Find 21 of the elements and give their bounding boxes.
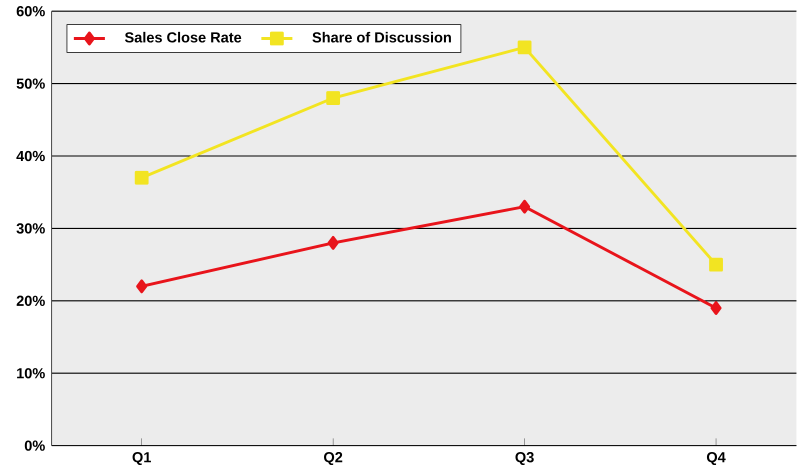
legend-label: Share of Discussion: [312, 32, 451, 42]
y-tick-label: 0%: [24, 440, 45, 451]
y-tick-label: 50%: [16, 78, 45, 89]
x-tick-label: Q2: [324, 452, 342, 465]
y-tick-label: 40%: [16, 150, 45, 162]
point: [710, 301, 722, 315]
legend-label: Sales Close Rate: [124, 32, 242, 42]
y-tick-label: 10%: [17, 368, 45, 378]
x-tick-label: Q1: [132, 452, 151, 465]
point: [518, 40, 532, 54]
point: [134, 170, 149, 185]
y-tick-label: 30%: [16, 223, 45, 234]
point: [136, 279, 148, 294]
x-tick-label: Q4: [706, 452, 726, 465]
y-tick-label: 60%: [16, 6, 45, 16]
point: [326, 91, 340, 105]
x-tick-label: Q3: [515, 452, 534, 465]
point: [328, 236, 339, 250]
point: [709, 258, 723, 272]
y-tick-label: 20%: [16, 296, 45, 306]
point: [519, 200, 530, 214]
